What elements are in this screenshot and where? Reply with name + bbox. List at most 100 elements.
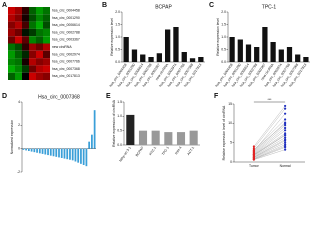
x-tick-label: IHH-4 (174, 146, 182, 156)
x-tick-label: TPC-1 (161, 146, 170, 156)
bar (41, 148, 44, 154)
heatmap-cell (36, 36, 43, 44)
heatmap-cell (43, 36, 50, 44)
heatmap-cell (36, 21, 43, 29)
y-tick-label: 1.0 (221, 35, 226, 39)
row-label: hsa_circ_0006614 (52, 23, 80, 27)
x-tick-label: Normal (280, 164, 291, 168)
pair-line (253, 137, 286, 157)
heatmap-cell (22, 36, 29, 44)
bar (88, 141, 91, 149)
heatmap-cell (8, 21, 15, 29)
bar (131, 49, 138, 62)
y-tick-label: 1.5 (117, 100, 122, 104)
chart-title: TPC-1 (262, 4, 277, 10)
point (252, 147, 255, 150)
heatmap-cell (29, 36, 36, 44)
heatmap-cell (29, 65, 36, 73)
pair-line (253, 135, 286, 156)
y-axis-title: Relative expression level of circRNA (222, 105, 226, 160)
x-tick-label: ACT-1 (186, 146, 195, 156)
y-tick-label: -2 (17, 170, 20, 174)
pair-line (253, 146, 286, 160)
panel-label: C (209, 2, 214, 9)
y-tick-label: 0.0 (117, 143, 122, 147)
pair-line (253, 134, 286, 156)
point (252, 158, 255, 161)
bar (254, 47, 260, 62)
heatmap-cell (43, 14, 50, 22)
heatmap-cell (15, 58, 22, 66)
heatmap-cell (36, 14, 43, 22)
y-axis-title: Relative expression level (216, 18, 220, 56)
bar (66, 148, 69, 160)
heatmap-cell (43, 21, 50, 29)
pair-line (253, 147, 286, 160)
row-label: hsa_circ_0001290 (52, 16, 80, 20)
heatmap-cell (43, 7, 50, 15)
x-tick-label: KTC-1 (148, 146, 157, 156)
point (284, 148, 287, 151)
x-tick-label: Nthy-ori 3-1 (118, 146, 132, 163)
heatmap-cell (29, 14, 36, 22)
heatmap-cell (15, 14, 22, 22)
heatmap-cell (29, 72, 36, 80)
point (284, 143, 287, 146)
heatmap-cell (22, 14, 29, 22)
y-tick-label: 1.0 (117, 114, 122, 118)
point (284, 124, 287, 127)
bar (148, 57, 154, 62)
point (284, 118, 287, 121)
heatmap-cell (15, 36, 22, 44)
bar (189, 58, 196, 62)
row-label: hsa_circ_0017813 (52, 74, 80, 78)
heatmap-cell (36, 7, 43, 15)
heatmap-cell (36, 50, 43, 59)
bar (38, 148, 41, 154)
heatmap-cell (15, 7, 22, 15)
panel-label: E (106, 93, 111, 100)
pair-line (253, 140, 286, 158)
heatmap-cell (29, 21, 36, 29)
x-tick-label: Tumor (249, 164, 260, 168)
bar (55, 148, 58, 157)
bar (303, 57, 309, 62)
y-tick-label: 10 (228, 121, 232, 125)
heatmap-cell (8, 50, 15, 59)
bar (270, 42, 276, 62)
point (284, 138, 287, 141)
bar (60, 148, 63, 158)
y-tick-label: 4 (18, 100, 20, 104)
bar (123, 37, 129, 62)
bar (262, 27, 268, 62)
y-tick-label: 1.0 (115, 35, 120, 39)
pair-line (253, 123, 286, 151)
row-label: hsa_circ_0002974 (52, 52, 80, 56)
y-tick-label: 1.5 (221, 22, 226, 26)
bar (278, 49, 284, 62)
bar (138, 130, 148, 145)
y-tick-label: 0.5 (115, 47, 120, 51)
pair-line (253, 130, 286, 155)
bar (47, 148, 49, 156)
bar (58, 148, 60, 158)
heatmap-cell (15, 65, 22, 73)
point (284, 133, 287, 137)
heatmap-cell (15, 43, 22, 51)
heatmap-cell (36, 58, 43, 66)
heatmap-cell (22, 28, 29, 37)
point (252, 155, 255, 159)
bar (82, 148, 85, 165)
pair-line (253, 105, 286, 147)
bar (198, 57, 204, 62)
bar (176, 132, 186, 145)
pair-line (253, 127, 286, 154)
row-label: hsa_circ_0003367 (52, 38, 80, 42)
heatmap-cell (15, 72, 22, 80)
heatmap-cell (8, 65, 15, 73)
heatmap-cell (29, 58, 36, 66)
bar (30, 148, 33, 152)
bar (93, 110, 96, 149)
